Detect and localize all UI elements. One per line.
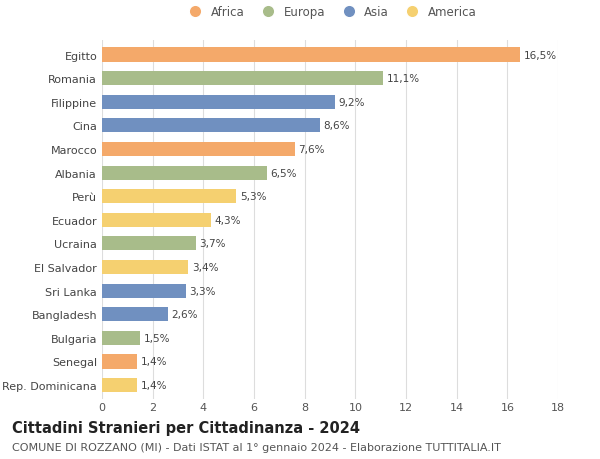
Text: 6,5%: 6,5% [271, 168, 297, 178]
Bar [102, 143, 295, 157]
Text: 7,6%: 7,6% [298, 145, 325, 155]
Bar [102, 308, 168, 322]
Bar [102, 190, 236, 204]
Text: 11,1%: 11,1% [387, 74, 420, 84]
Bar [102, 119, 320, 133]
Text: 1,5%: 1,5% [144, 333, 170, 343]
Bar [102, 166, 266, 180]
Text: 2,6%: 2,6% [172, 309, 198, 319]
Text: 9,2%: 9,2% [339, 98, 365, 107]
Bar [102, 48, 520, 62]
Text: 3,4%: 3,4% [192, 263, 218, 273]
Bar [102, 95, 335, 110]
Bar [102, 72, 383, 86]
Text: 5,3%: 5,3% [240, 192, 266, 202]
Text: 8,6%: 8,6% [323, 121, 350, 131]
Text: 3,7%: 3,7% [200, 239, 226, 249]
Text: COMUNE DI ROZZANO (MI) - Dati ISTAT al 1° gennaio 2024 - Elaborazione TUTTITALIA: COMUNE DI ROZZANO (MI) - Dati ISTAT al 1… [12, 442, 501, 452]
Bar [102, 378, 137, 392]
Legend: Africa, Europa, Asia, America: Africa, Europa, Asia, America [184, 6, 476, 19]
Bar [102, 260, 188, 274]
Text: 3,3%: 3,3% [190, 286, 216, 296]
Bar [102, 213, 211, 227]
Bar [102, 331, 140, 345]
Text: 4,3%: 4,3% [215, 215, 241, 225]
Text: Cittadini Stranieri per Cittadinanza - 2024: Cittadini Stranieri per Cittadinanza - 2… [12, 420, 360, 435]
Bar [102, 237, 196, 251]
Text: 1,4%: 1,4% [141, 357, 168, 367]
Text: 1,4%: 1,4% [141, 380, 168, 390]
Text: 16,5%: 16,5% [524, 50, 557, 61]
Bar [102, 354, 137, 369]
Bar [102, 284, 185, 298]
